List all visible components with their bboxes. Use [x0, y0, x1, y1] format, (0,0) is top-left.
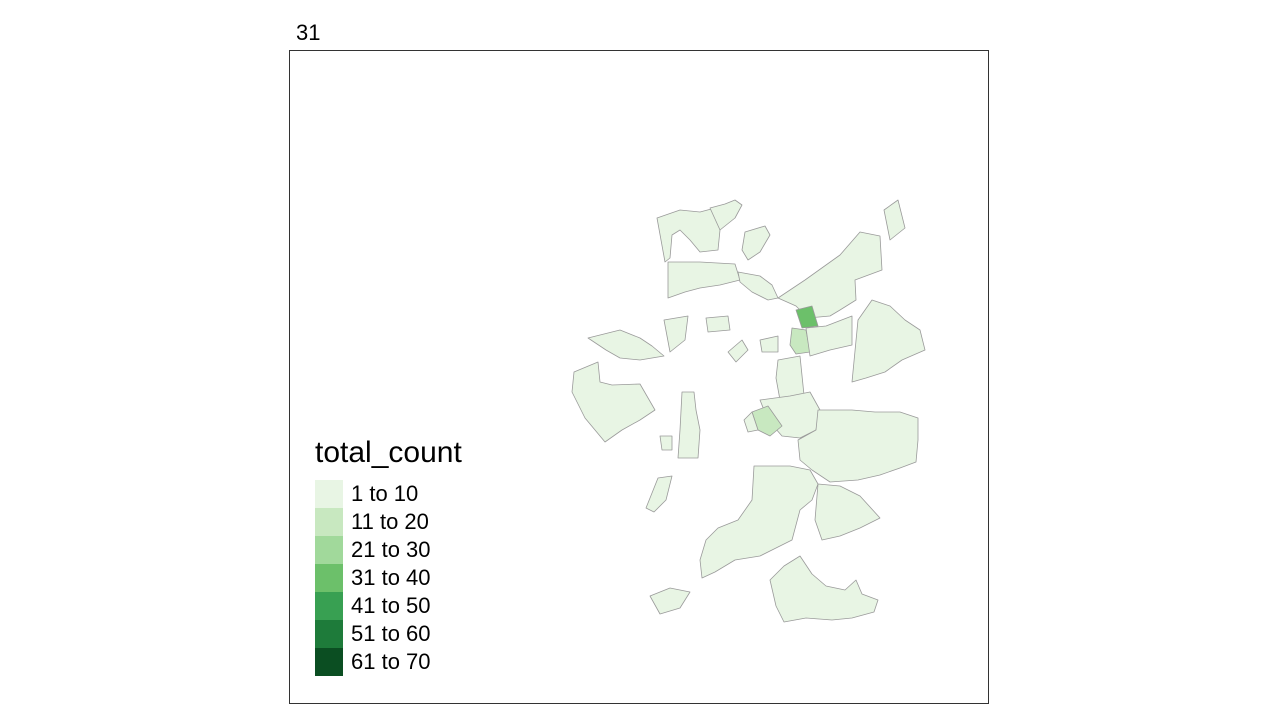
legend-item: 1 to 10 [315, 480, 462, 508]
map-region [777, 231, 883, 319]
map-region [667, 261, 741, 299]
legend-swatch [315, 536, 343, 564]
legend-title: total_count [315, 436, 462, 469]
map-region [741, 225, 771, 261]
legend-swatch [315, 564, 343, 592]
map-region [789, 327, 811, 355]
legend-label: 31 to 40 [351, 565, 431, 590]
map-region [677, 391, 701, 459]
map-region [649, 587, 691, 615]
legend-item: 61 to 70 [315, 648, 462, 676]
map-region [769, 555, 879, 623]
legend-items: 1 to 10 11 to 20 21 to 30 31 to 40 41 to 50 5… [315, 480, 462, 676]
map-region [795, 305, 819, 329]
map-region [659, 435, 673, 451]
map-region [737, 271, 779, 301]
legend-item: 41 to 50 [315, 592, 462, 620]
map-region [797, 409, 919, 483]
map-region [663, 315, 689, 353]
map-frame [289, 50, 989, 704]
map-region [883, 199, 906, 241]
map-region [851, 299, 926, 383]
legend-item: 31 to 40 [315, 564, 462, 592]
legend-item: 11 to 20 [315, 508, 462, 536]
legend-item: 21 to 30 [315, 536, 462, 564]
map-region [645, 475, 673, 513]
map-region [656, 207, 721, 263]
legend-swatch [315, 480, 343, 508]
map-region [571, 361, 656, 443]
map-region [805, 315, 853, 357]
map-region [775, 355, 805, 401]
legend-item: 51 to 60 [315, 620, 462, 648]
legend-label: 51 to 60 [351, 621, 431, 646]
legend-label: 11 to 20 [351, 509, 429, 534]
panel-title: 31 [296, 20, 321, 45]
map-region [814, 483, 881, 541]
map-region [709, 199, 743, 231]
map-region [705, 315, 731, 333]
legend-swatch [315, 592, 343, 620]
map-region [587, 329, 665, 361]
map-region [743, 411, 759, 433]
legend: total_count 1 to 10 11 to 20 21 to 30 31 to… [315, 436, 462, 676]
legend-label: 61 to 70 [351, 649, 431, 674]
legend-label: 1 to 10 [351, 481, 419, 506]
map-region [759, 335, 779, 353]
legend-swatch [315, 508, 343, 536]
legend-label: 21 to 30 [351, 537, 431, 562]
legend-label: 41 to 50 [351, 593, 431, 618]
legend-swatch [315, 620, 343, 648]
map-region [727, 339, 749, 363]
legend-swatch [315, 648, 343, 676]
map-region [699, 465, 819, 579]
